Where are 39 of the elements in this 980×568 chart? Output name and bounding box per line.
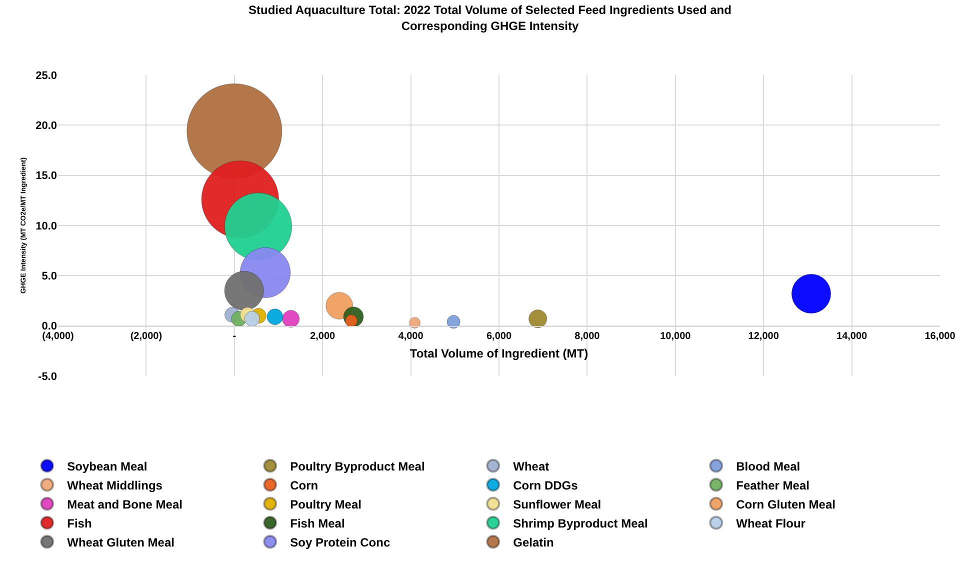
x-tick-label: (4,000) <box>42 330 74 342</box>
legend-label: Sunflower Meal <box>513 497 602 512</box>
y-tick-label: 20.0 <box>36 120 57 132</box>
legend-label: Blood Meal <box>736 459 800 474</box>
legend-label: Fish Meal <box>290 516 345 530</box>
legend-label: Wheat <box>513 459 550 474</box>
legend-label: Corn Gluten Meal <box>736 497 836 512</box>
x-tick-label: 4,000 <box>398 330 424 342</box>
x-tick-label: 6,000 <box>486 330 512 342</box>
legend-label: Soy Protein Conc <box>290 535 390 550</box>
legend-label: Wheat Middlings <box>67 478 163 492</box>
chart-title: Studied Aquaculture Total: 2022 Total Volume of Selected Feed Ingredients Used and Corresponding GHGE Intensity <box>248 3 732 33</box>
legend-label: Feather Meal <box>736 478 810 492</box>
y-tick-label: 5.0 <box>42 270 57 283</box>
x-tick-label: 16,000 <box>924 330 956 342</box>
x-tick-label: 8,000 <box>574 330 600 342</box>
y-tick-label: 10.0 <box>36 220 57 232</box>
legend-label: Poultry Byproduct Meal <box>290 459 425 474</box>
y-tick-label: 15.0 <box>36 170 57 182</box>
x-axis-title: Total Volume of Ingredient (MT) <box>410 346 588 361</box>
y-tick-label: -5.0 <box>38 370 57 383</box>
x-tick-label: 2,000 <box>310 330 336 342</box>
y-tick-label: 25.0 <box>36 70 57 82</box>
x-tick-label: 14,000 <box>836 330 868 342</box>
legend-label: Corn DDGs <box>513 478 578 492</box>
legend-label: Fish <box>67 516 92 530</box>
legend-label: Shrimp Byproduct Meal <box>513 516 648 530</box>
y-tick-label: 0.0 <box>42 320 57 333</box>
legend-label: Gelatin <box>513 535 554 550</box>
legend-label: Wheat Gluten Meal <box>67 535 174 550</box>
legend-label: Wheat Flour <box>736 516 806 530</box>
x-tick-label: 12,000 <box>748 330 780 342</box>
legend-label: Poultry Meal <box>290 497 362 512</box>
x-tick-label: - <box>232 330 236 342</box>
legend-label: Meat and Bone Meal <box>67 497 182 512</box>
legend-label: Soybean Meal <box>67 459 148 474</box>
x-tick-label: 10,000 <box>660 330 692 342</box>
x-tick-label: (2,000) <box>130 330 162 342</box>
legend-label: Corn <box>290 478 318 492</box>
